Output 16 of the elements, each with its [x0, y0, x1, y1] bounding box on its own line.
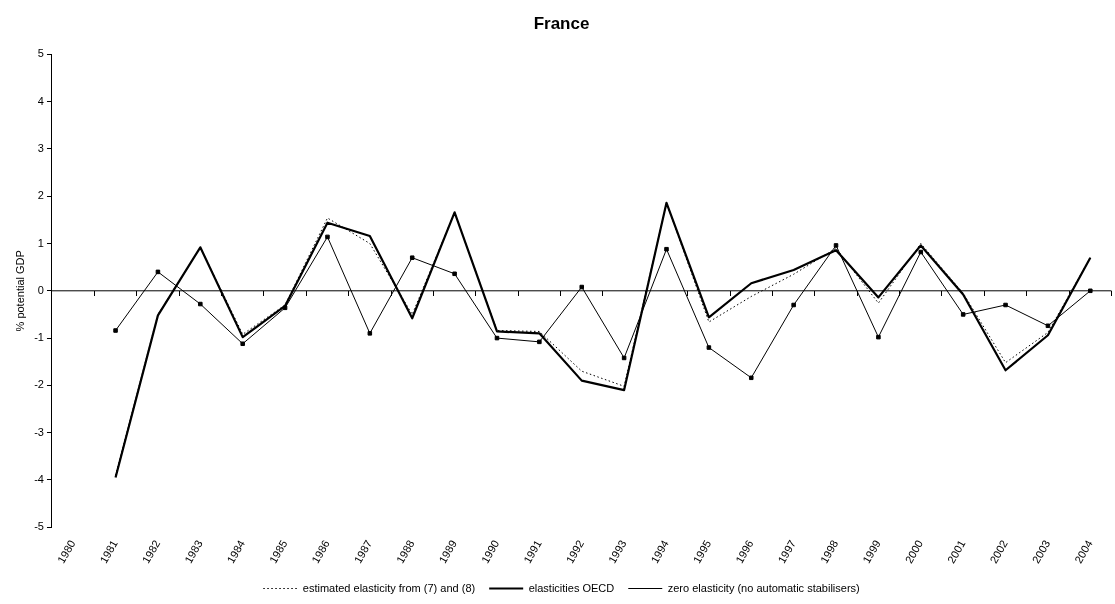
y-tick-label: 0: [37, 283, 44, 296]
y-tick-label: 4: [37, 94, 44, 107]
legend-label: elasticities OECD: [528, 581, 615, 594]
y-tick-label: 5: [37, 47, 44, 60]
y-tick-label: 2: [37, 189, 44, 202]
legend-label: zero elasticity (no automatic stabilisers): [667, 581, 860, 594]
y-tick-label: 3: [37, 141, 44, 154]
y-tick-label: -3: [34, 425, 44, 438]
y-axis-title: % potential GDP: [13, 250, 26, 332]
y-tick-label: -1: [34, 331, 44, 344]
y-tick-label: -2: [34, 378, 44, 391]
legend-label: estimated elasticity from (7) and (8): [302, 581, 476, 594]
y-tick-label: -4: [34, 472, 44, 485]
chart-title: France: [533, 13, 590, 33]
y-tick-label: -5: [34, 520, 44, 533]
y-tick-label: 1: [37, 236, 44, 249]
